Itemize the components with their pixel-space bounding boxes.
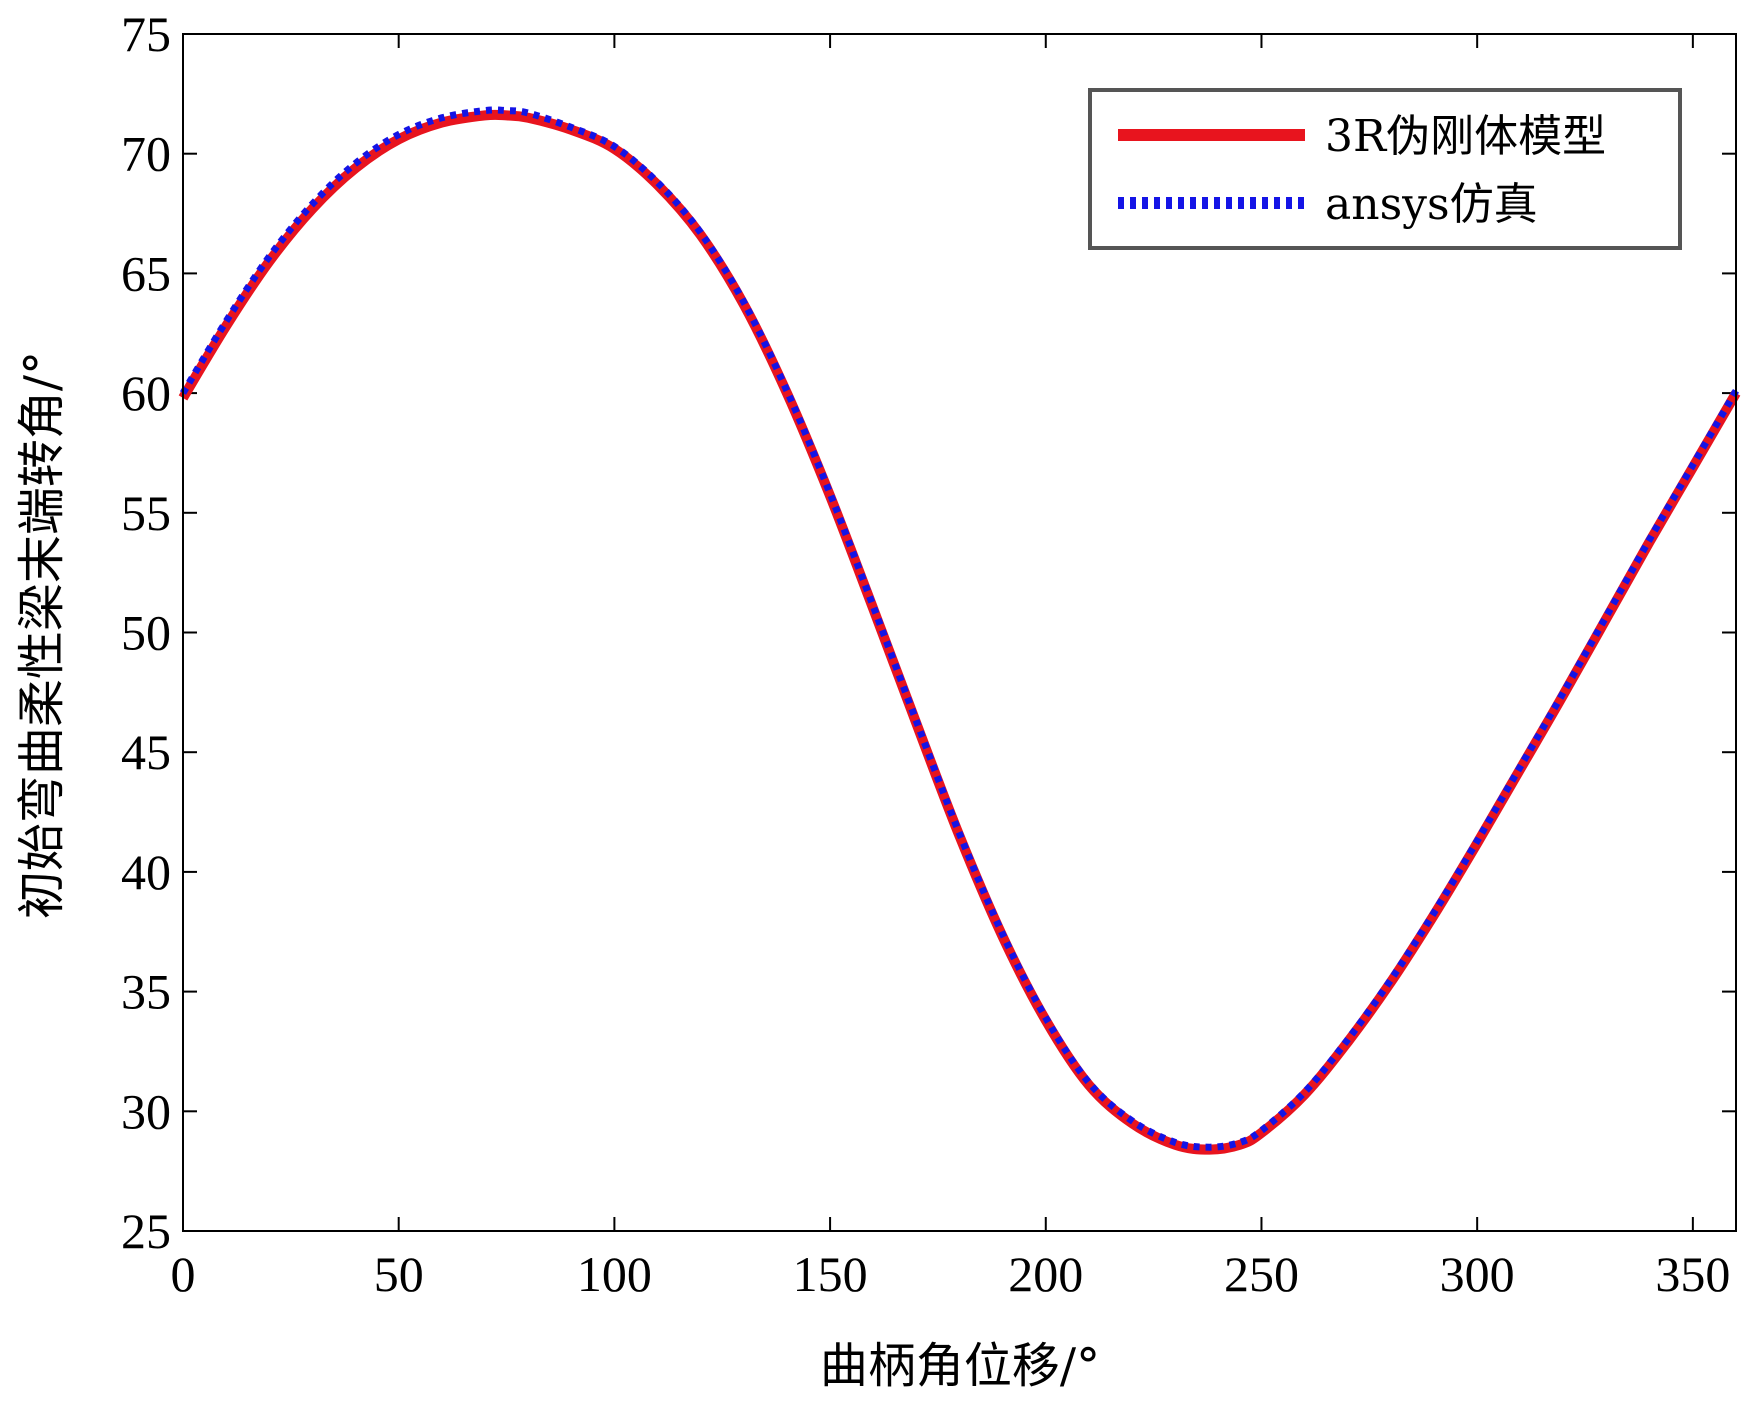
plot-frame [182, 33, 1737, 1232]
x-tick-label: 350 [1655, 1246, 1730, 1302]
y-tick-label: 30 [121, 1083, 171, 1139]
y-tick-label: 50 [121, 605, 171, 661]
series-line-3r-model [178, 109, 1741, 1155]
x-tick-label: 150 [793, 1246, 868, 1302]
y-tick-label: 60 [121, 365, 171, 421]
y-tick-label: 45 [121, 724, 171, 780]
x-tick-label: 100 [577, 1246, 652, 1302]
legend-box [1088, 88, 1682, 250]
legend-label-ansys: ansys仿真 [1325, 179, 1538, 230]
legend-label-model: 3R伪刚体模型 [1325, 111, 1606, 162]
x-tick-labels: 0 50 100 150 200 250 300 350 [171, 1246, 1731, 1302]
y-tick-label: 75 [121, 6, 171, 62]
y-tick-label: 40 [121, 844, 171, 900]
y-tick-labels: 25 30 35 40 45 50 55 60 65 70 75 [121, 6, 171, 1259]
x-tick-label: 200 [1008, 1246, 1083, 1302]
x-tick-label: 300 [1440, 1246, 1515, 1302]
series-layer [178, 106, 1741, 1155]
series-line-ansys [179, 106, 1740, 1151]
y-tick-label: 35 [121, 964, 171, 1020]
y-axis-title: 初始弯曲柔性梁末端转角/° [14, 351, 70, 919]
y-tick-label: 65 [121, 245, 171, 301]
x-tick-label: 250 [1224, 1246, 1299, 1302]
y-tick-label: 25 [121, 1203, 171, 1259]
x-tick-label: 0 [171, 1246, 196, 1302]
y-tick-label: 70 [121, 126, 171, 182]
legend: 3R伪刚体模型 ansys仿真 [1088, 88, 1682, 250]
x-axis-title: 曲柄角位移/° [820, 1338, 1100, 1394]
y-tick-label: 55 [121, 485, 171, 541]
x-tick-label: 50 [374, 1246, 424, 1302]
